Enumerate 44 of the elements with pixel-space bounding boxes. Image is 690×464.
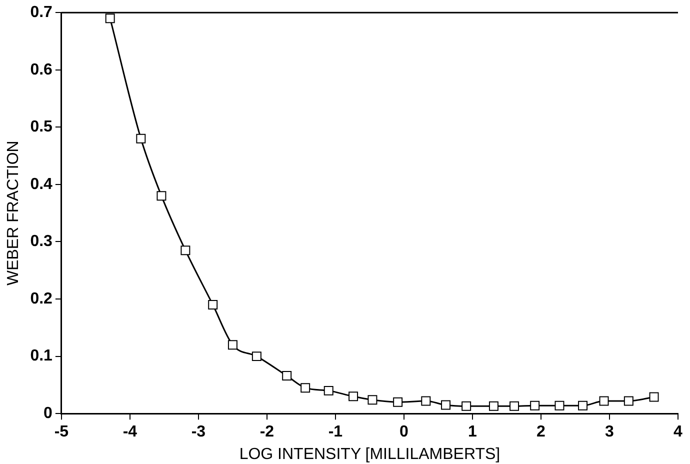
y-tick-label: 0.3 [30, 233, 53, 250]
y-tick-label: 0.6 [30, 61, 53, 78]
x-tick-label: 0 [400, 424, 409, 441]
x-tick-label: -3 [191, 424, 206, 441]
y-tick-label: 0.1 [30, 348, 53, 365]
x-tick-label: -2 [260, 424, 274, 441]
point [324, 386, 334, 396]
x-tick-label: -5 [54, 424, 69, 441]
point [421, 396, 431, 406]
point [441, 400, 451, 410]
point [156, 191, 166, 201]
point [228, 340, 238, 350]
x-axis-title: LOG INTENSITY [MILLILAMBERTS] [239, 446, 500, 463]
point [554, 400, 564, 410]
point [649, 392, 659, 402]
point [599, 396, 609, 406]
y-tick-label: 0.5 [30, 118, 53, 136]
point [252, 352, 262, 362]
point [208, 300, 218, 310]
point [180, 246, 190, 256]
point [578, 400, 588, 410]
x-tick-label: 4 [674, 424, 683, 441]
point [624, 396, 634, 406]
point [530, 400, 540, 410]
point [462, 401, 472, 411]
point [510, 401, 520, 411]
point [105, 14, 115, 24]
point [348, 392, 358, 402]
point [282, 371, 292, 381]
point [136, 134, 146, 144]
point [368, 395, 378, 405]
y-axis-title: WEBER FRACTION [5, 140, 22, 286]
y-tick-label: 0.7 [30, 4, 53, 22]
x-tick-label: 1 [468, 424, 478, 441]
point [488, 401, 498, 411]
x-tick-label: 2 [536, 424, 546, 441]
y-tick-label: 0 [44, 405, 53, 422]
x-tick-label: -4 [122, 424, 138, 441]
point [300, 383, 310, 393]
y-tick-label: 0.2 [30, 290, 53, 308]
x-tick-label: -1 [328, 424, 343, 441]
point [393, 397, 403, 407]
x-tick-label: 3 [605, 424, 614, 441]
y-tick-label: 0.4 [30, 176, 53, 193]
